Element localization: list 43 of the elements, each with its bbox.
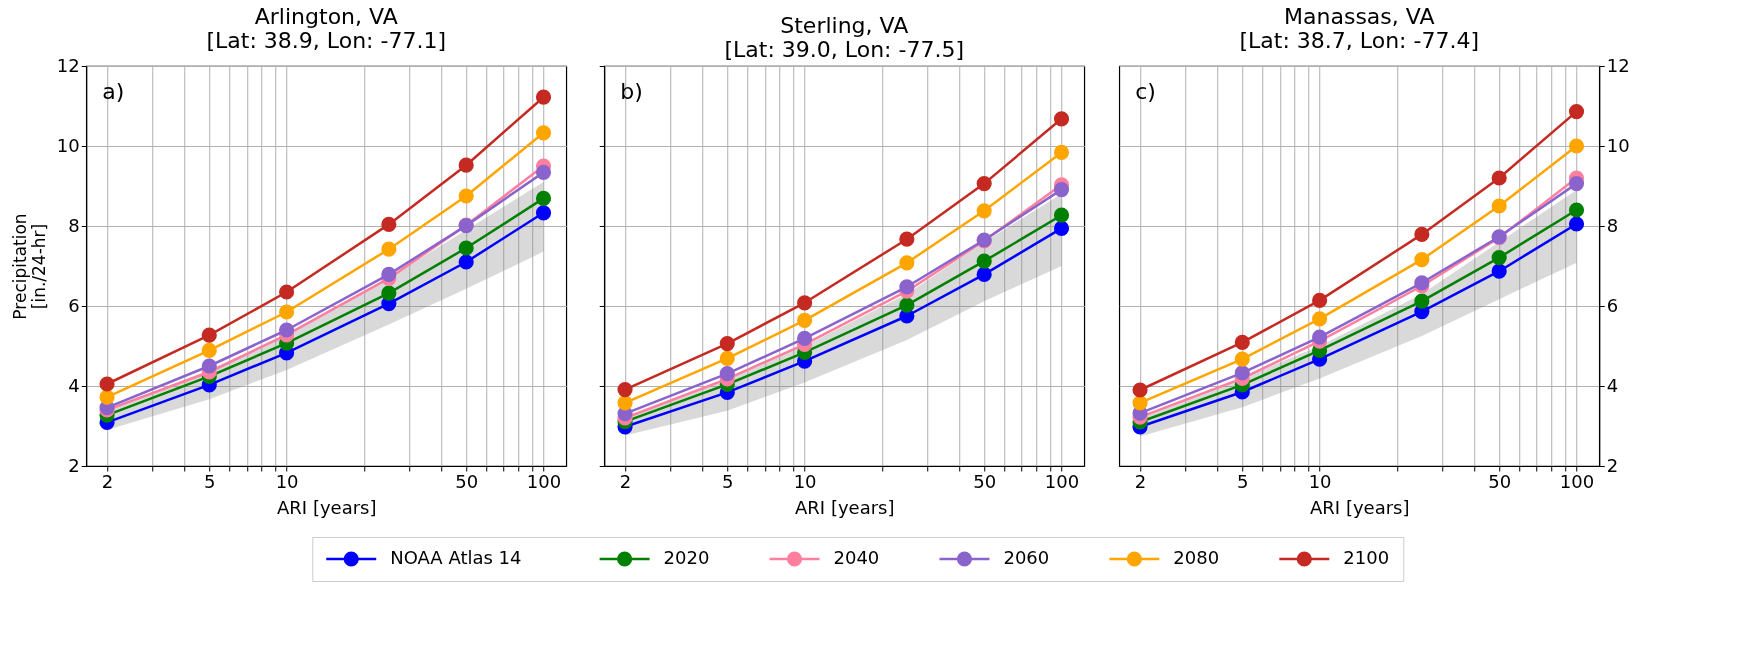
chart-title: Sterling, VA [Lat: 39.0, Lon: -77.5] [724, 12, 965, 62]
x-tick-label: 10 [793, 470, 817, 492]
legend-label: 2020 [663, 547, 710, 568]
y-tick-label: 10 [1606, 134, 1630, 156]
x-axis-title: ARI [years] [1310, 496, 1410, 518]
x-tick-label: 50 [973, 470, 997, 492]
x-tick-label: 2 [1134, 470, 1147, 492]
y-tick-label: 10 [56, 134, 80, 156]
x-axis-title: ARI [years] [277, 496, 377, 518]
x-tick-label: 5 [722, 470, 734, 492]
chart-title: Arlington, VA [Lat: 38.9, Lon: -77.1] [206, 4, 447, 53]
y-tick-label: 2 [68, 454, 80, 476]
y-tick-label: 4 [68, 374, 80, 396]
x-tick-label: 100 [526, 470, 562, 492]
legend-label: 2060 [1003, 547, 1050, 568]
legend-label: 2080 [1173, 547, 1220, 568]
legend-label: NOAA Atlas 14 [390, 547, 522, 568]
y-axis-title: Precipitation [in./24-hr] [9, 213, 49, 320]
x-tick-label: 5 [1237, 470, 1249, 492]
y-tick-label: 4 [1606, 374, 1619, 396]
y-tick-label: 2 [1606, 454, 1619, 476]
x-tick-label: 5 [204, 470, 216, 492]
y-tick-label: 6 [1606, 294, 1619, 316]
x-tick-label: 2 [101, 470, 114, 492]
x-tick-label: 10 [275, 470, 299, 492]
x-tick-label: 100 [1044, 470, 1080, 492]
x-tick-label: 50 [1488, 470, 1512, 492]
y-tick-label: 12 [1606, 54, 1630, 76]
y-tick-label: 8 [68, 214, 80, 236]
y-tick-label: 6 [68, 294, 80, 316]
x-axis-title: ARI [years] [795, 496, 895, 518]
x-tick-label: 100 [1559, 470, 1595, 492]
x-tick-label: 2 [619, 470, 632, 492]
x-tick-label: 10 [1308, 470, 1332, 492]
y-tick-label: 12 [56, 54, 80, 76]
legend-label: 2040 [833, 547, 880, 568]
legend-label: 2100 [1343, 547, 1390, 568]
annotation: a) [102, 79, 125, 104]
chart-title: Manassas, VA [Lat: 38.7, Lon: -77.4] [1239, 4, 1480, 53]
y-tick-label: 8 [1606, 214, 1619, 236]
annotation: c) [1135, 79, 1156, 104]
annotation: b) [620, 79, 643, 104]
x-tick-label: 50 [455, 470, 479, 492]
